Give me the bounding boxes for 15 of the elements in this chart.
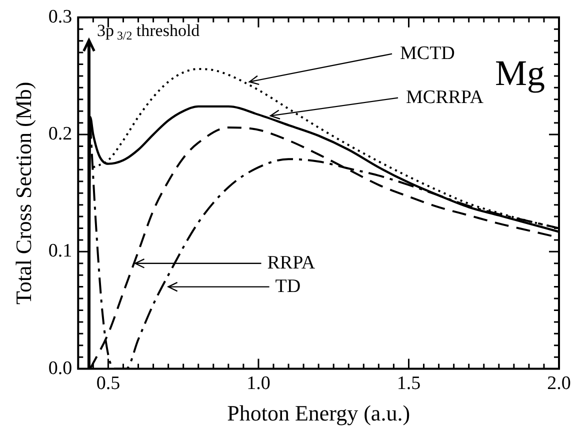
y-axis-title: Total Cross Section (Mb) bbox=[10, 82, 36, 304]
y-tick-label: 0.1 bbox=[48, 240, 72, 262]
y-tick-label: 0.2 bbox=[48, 124, 72, 145]
annotation: MCTD bbox=[400, 42, 455, 64]
x-tick-label: 2.0 bbox=[547, 373, 571, 394]
y-tick-label: 0.0 bbox=[48, 358, 72, 379]
annotation: RRPA bbox=[267, 252, 316, 274]
x-axis-title: Photon Energy (a.u.) bbox=[227, 400, 410, 426]
x-tick-label: 1.5 bbox=[396, 373, 421, 394]
annotation: MCRRPA bbox=[406, 86, 484, 108]
x-tick-label: 1.0 bbox=[246, 373, 270, 394]
annotation: Mg bbox=[494, 52, 545, 93]
x-tick-label: 0.5 bbox=[96, 373, 120, 394]
y-tick-label: 0.3 bbox=[48, 6, 72, 28]
annotation: TD bbox=[275, 276, 301, 297]
